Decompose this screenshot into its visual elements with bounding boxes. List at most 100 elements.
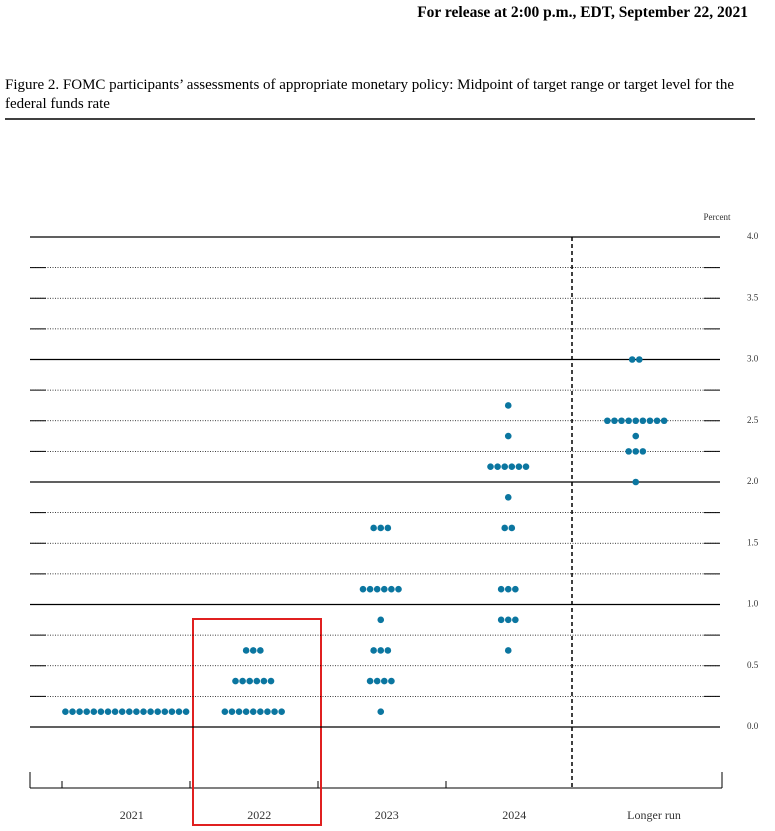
- dot: [249, 708, 257, 715]
- dot: [611, 417, 618, 425]
- dot: [625, 417, 632, 425]
- dot: [257, 708, 264, 715]
- dot: [133, 708, 140, 715]
- dot: [140, 708, 147, 715]
- dot: [504, 585, 512, 593]
- dot: [494, 463, 501, 470]
- dot: [487, 463, 494, 470]
- dot: [646, 417, 654, 425]
- dot: [381, 677, 388, 685]
- dot: [228, 708, 236, 715]
- y-tick-label: 3.0: [747, 354, 759, 364]
- dot: [154, 708, 161, 715]
- dot: [370, 524, 377, 532]
- dot: [249, 647, 257, 654]
- dot: [381, 585, 388, 593]
- dot: [239, 677, 246, 685]
- dot: [242, 647, 250, 654]
- dot: [366, 585, 374, 593]
- dot: [175, 708, 183, 715]
- dot: [504, 647, 512, 654]
- dot: [242, 708, 250, 715]
- dot: [267, 677, 275, 685]
- dot: [384, 524, 392, 532]
- dot: [111, 708, 119, 715]
- dot: [497, 585, 505, 593]
- dot: [221, 708, 229, 715]
- dot: [246, 677, 253, 685]
- highlight-box: [192, 618, 322, 826]
- y-tick-label: 0.5: [747, 660, 759, 670]
- y-tick-label: 4.0: [747, 231, 759, 241]
- figure-title: Figure 2. FOMC participants’ assessments…: [5, 77, 734, 112]
- dot: [366, 677, 374, 685]
- dot: [504, 616, 512, 624]
- dot: [260, 677, 268, 685]
- dot: [377, 524, 385, 532]
- dot: [660, 417, 668, 425]
- y-tick-label: 1.0: [747, 599, 759, 609]
- x-tick-label: 2024: [502, 808, 526, 822]
- dot: [604, 417, 611, 425]
- dot: [639, 448, 647, 455]
- x-tick-label: 2022: [247, 808, 271, 822]
- dot: [632, 448, 640, 455]
- dot: [370, 647, 377, 654]
- dot: [504, 402, 512, 409]
- dot: [253, 677, 261, 685]
- dot: [636, 356, 643, 363]
- dot: [264, 708, 271, 715]
- y-tick-label: 0.0: [747, 721, 759, 731]
- dot: [69, 708, 76, 715]
- dot: [83, 708, 90, 715]
- y-tick-label: 2.5: [747, 415, 759, 425]
- dot: [639, 417, 647, 425]
- dot: [104, 708, 112, 715]
- dot: [504, 494, 512, 501]
- dot: [625, 448, 632, 455]
- dot: [377, 708, 385, 715]
- dot: [508, 463, 516, 470]
- dot: [515, 463, 523, 470]
- dot: [628, 356, 636, 363]
- dot: [232, 677, 239, 685]
- dot: [235, 708, 243, 715]
- dot: [501, 463, 509, 470]
- dot: [76, 708, 83, 715]
- dot: [388, 585, 395, 593]
- dot: [512, 585, 519, 593]
- dot: [512, 616, 519, 624]
- dot: [395, 585, 402, 593]
- dot: [182, 708, 190, 715]
- y-tick-label: 1.5: [747, 537, 759, 547]
- dot: [497, 616, 505, 624]
- dot: [632, 417, 640, 425]
- dot: [271, 708, 278, 715]
- dot: [388, 677, 395, 685]
- dot: [377, 647, 385, 654]
- x-tick-label: 2023: [375, 808, 399, 822]
- x-tick-label: Longer run: [627, 808, 681, 822]
- dot: [373, 585, 381, 593]
- release-header: For release at 2:00 p.m., EDT, September…: [417, 4, 748, 21]
- dot: [168, 708, 176, 715]
- dot: [161, 708, 169, 715]
- dot: [147, 708, 154, 715]
- dot: [632, 478, 640, 486]
- dot: [384, 647, 392, 654]
- dot: [118, 708, 126, 715]
- dot: [618, 417, 625, 425]
- dot: [97, 708, 105, 715]
- dot: [373, 677, 381, 685]
- x-tick-label: 2021: [120, 808, 144, 822]
- dot: [62, 708, 69, 715]
- y-tick-label: 3.5: [747, 292, 759, 302]
- dot: [359, 585, 367, 593]
- dot: [632, 432, 640, 440]
- dot: [653, 417, 661, 425]
- dot: [257, 647, 264, 654]
- y-tick-label: 2.0: [747, 476, 759, 486]
- dot: [126, 708, 133, 715]
- dot: [522, 463, 530, 470]
